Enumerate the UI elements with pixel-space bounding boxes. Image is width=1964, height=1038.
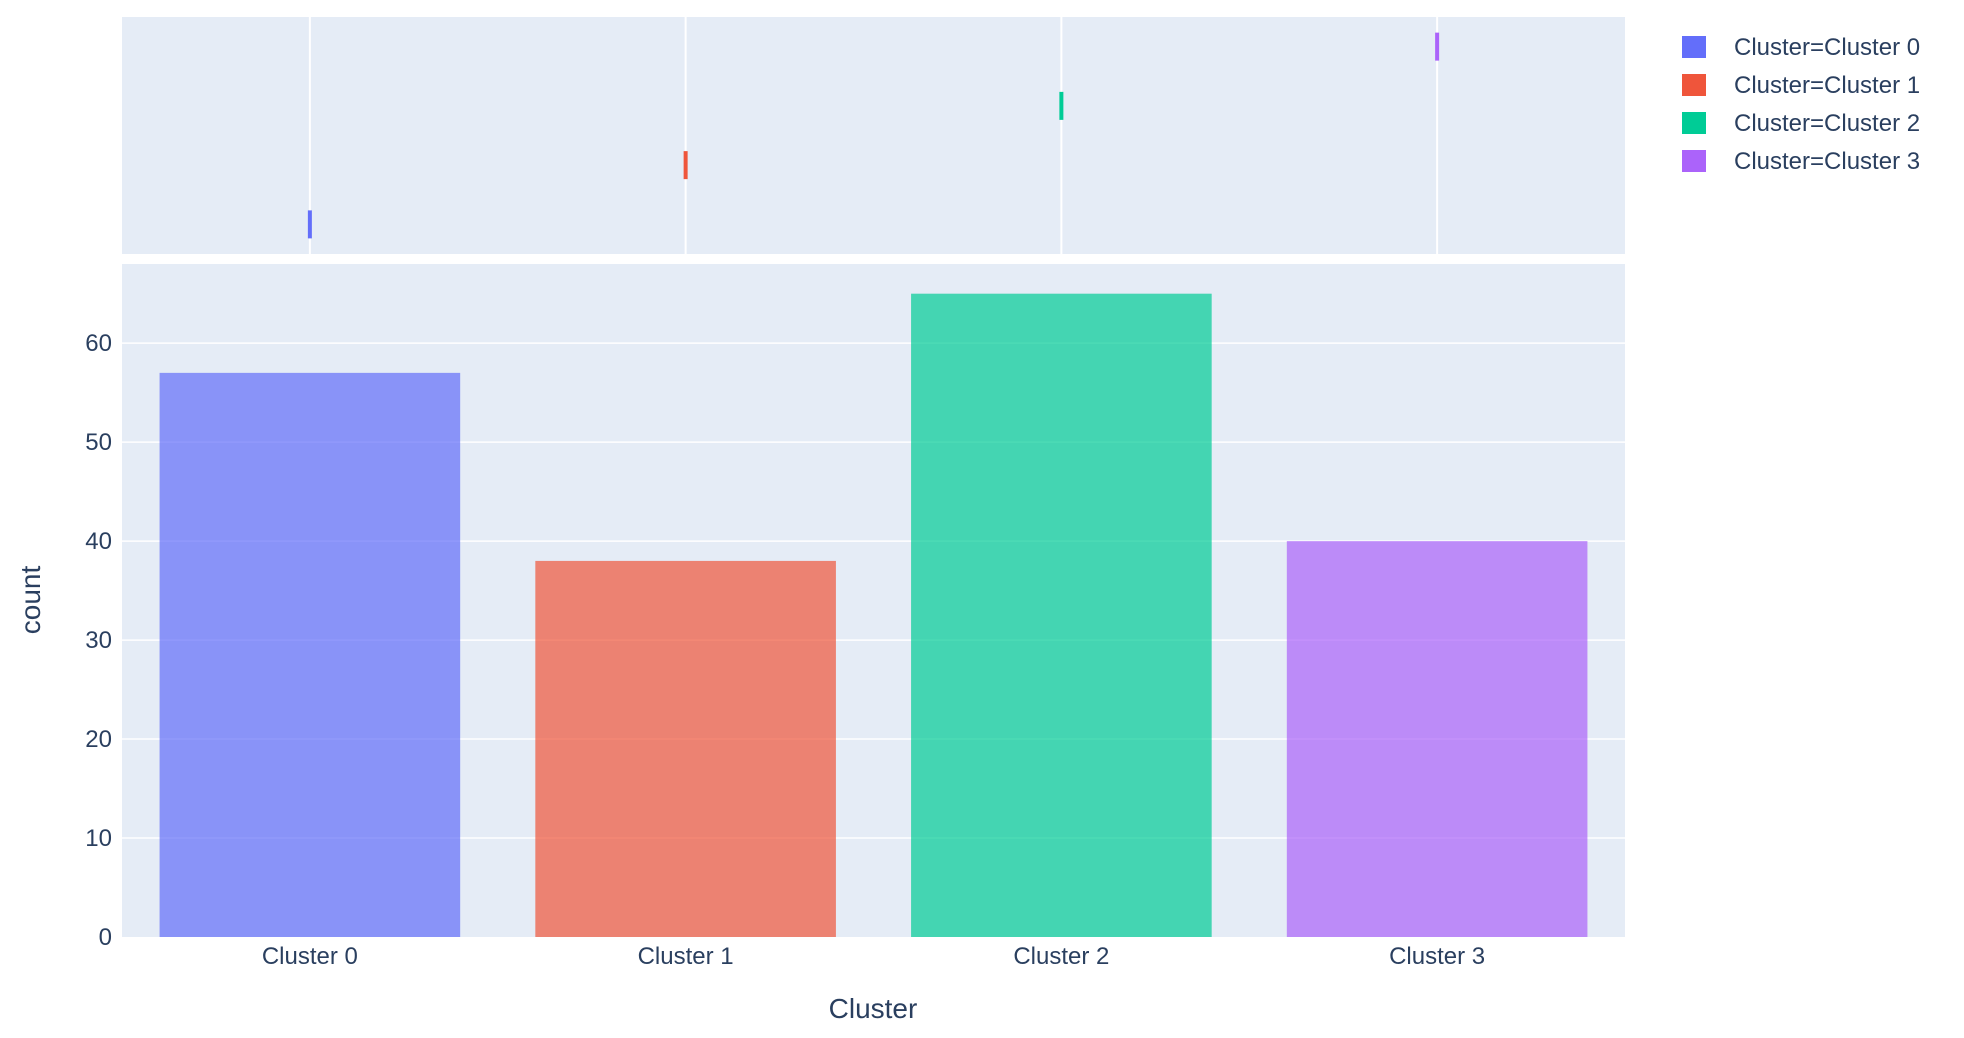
legend-label: Cluster=Cluster 2 [1734, 110, 1920, 137]
legend-swatch [1682, 36, 1706, 58]
y-tick-label: 0 [99, 924, 112, 951]
legend-swatch [1682, 74, 1706, 96]
legend-item-cluster-1[interactable]: Cluster=Cluster 1 [1682, 72, 1920, 99]
legend: Cluster=Cluster 0 Cluster=Cluster 1 Cluste… [1682, 34, 1920, 175]
marginal-plot-background [122, 17, 1625, 254]
y-axis-title: count [15, 566, 46, 635]
bar-cluster-1 [535, 560, 836, 937]
x-tick-label: Cluster 2 [1013, 943, 1109, 970]
legend-label: Cluster=Cluster 0 [1734, 34, 1920, 61]
bar-cluster-2 [911, 293, 1212, 937]
x-tick-label: Cluster 0 [262, 943, 358, 970]
legend-item-cluster-0[interactable]: Cluster=Cluster 0 [1682, 34, 1920, 61]
y-tick-label: 20 [85, 726, 112, 753]
y-tick-label: 10 [85, 825, 112, 852]
marginal-rug-panel [122, 17, 1625, 254]
x-tick-label: Cluster 1 [638, 943, 734, 970]
x-axis-title: Cluster [829, 993, 918, 1024]
y-tick-label: 30 [85, 627, 112, 654]
legend-item-cluster-3[interactable]: Cluster=Cluster 3 [1682, 148, 1920, 175]
legend-label: Cluster=Cluster 1 [1734, 72, 1920, 99]
bar-cluster-3 [1286, 541, 1588, 937]
bar-cluster-0 [159, 372, 461, 937]
legend-swatch [1682, 150, 1706, 172]
legend-swatch [1682, 112, 1706, 134]
x-tick-label: Cluster 3 [1389, 943, 1485, 970]
y-tick-label: 60 [85, 330, 112, 357]
y-tick-label: 50 [85, 429, 112, 456]
legend-item-cluster-2[interactable]: Cluster=Cluster 2 [1682, 110, 1920, 137]
main-plot-panel: 0 10 20 30 40 50 60 Cluster 0 Cluster 1 Cluster 2… [85, 264, 1625, 970]
y-tick-label: 40 [85, 528, 112, 555]
legend-label: Cluster=Cluster 3 [1734, 148, 1920, 175]
